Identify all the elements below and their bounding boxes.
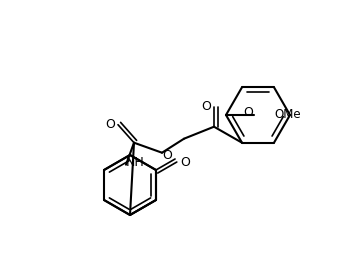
Text: O: O: [243, 106, 253, 120]
Text: OMe: OMe: [274, 109, 301, 121]
Text: NH: NH: [126, 157, 144, 169]
Text: O: O: [201, 100, 211, 113]
Text: O: O: [162, 149, 172, 162]
Text: O: O: [105, 118, 115, 131]
Text: O: O: [180, 155, 190, 169]
